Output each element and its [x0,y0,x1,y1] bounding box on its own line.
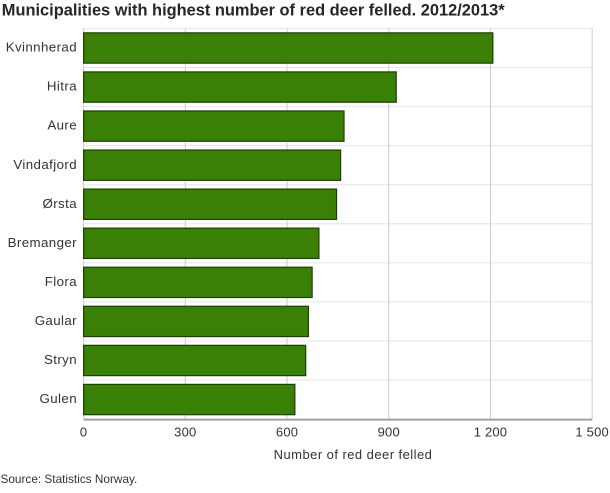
svg-text:900: 900 [378,425,400,440]
svg-text:Source: Statistics Norway.: Source: Statistics Norway. [1,472,138,486]
svg-text:Aure: Aure [47,118,77,133]
svg-text:0: 0 [80,425,87,440]
svg-text:Municipalities with highest nu: Municipalities with highest number of re… [2,2,505,20]
svg-text:1 500: 1 500 [575,425,609,440]
svg-text:Stryn: Stryn [44,352,77,367]
svg-text:1 200: 1 200 [474,425,508,440]
svg-text:600: 600 [276,425,298,440]
svg-text:Kvinnherad: Kvinnherad [6,40,77,55]
svg-text:300: 300 [174,425,196,440]
svg-text:Bremanger: Bremanger [8,235,78,250]
svg-text:Gaular: Gaular [35,313,77,328]
svg-text:Number of red deer felled: Number of red deer felled [274,447,433,462]
svg-text:Vindafjord: Vindafjord [13,157,77,172]
svg-text:Hitra: Hitra [47,79,77,94]
svg-text:Ørsta: Ørsta [42,196,77,211]
svg-text:Gulen: Gulen [40,391,77,406]
svg-text:Flora: Flora [45,274,77,289]
